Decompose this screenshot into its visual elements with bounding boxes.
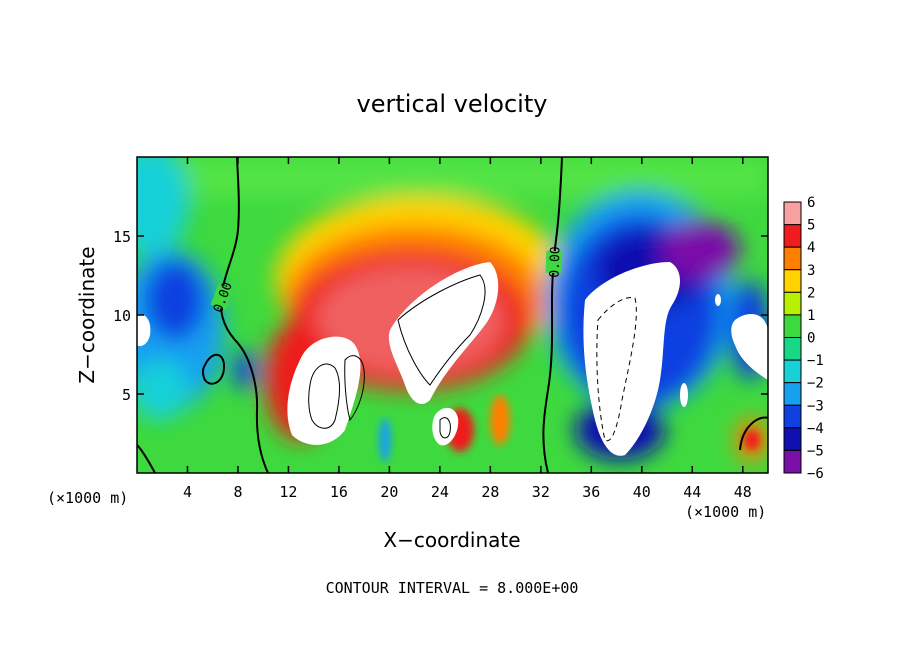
x-tick-label: 48 (734, 483, 752, 501)
x-unit-right: (×1000 m) (685, 503, 766, 521)
x-tick-label: 28 (481, 483, 499, 501)
y-tick-label: 15 (113, 228, 131, 246)
colorbar-band (783, 404, 802, 429)
colorbar-label: −4 (807, 421, 824, 437)
y-tick-label: 10 (113, 307, 131, 325)
heatmap-field: 0.00 0.00 (137, 157, 768, 473)
contour-label-right: 0.00 (547, 246, 563, 278)
colorbar: 6 5 4 3 2 1 0 −1 −2 −3 −4 −5 −6 (783, 195, 824, 482)
x-tick-label: 4 (183, 483, 192, 501)
x-tick-label: 40 (633, 483, 651, 501)
x-axis-ticks: 4 8 12 16 20 24 28 32 36 40 44 48 (183, 157, 752, 501)
x-tick-label: 20 (380, 483, 398, 501)
colorbar-band (783, 359, 802, 384)
colorbar-band (783, 246, 802, 271)
colorbar-label: 4 (807, 240, 815, 256)
y-axis-label: Z−coordinate (75, 246, 99, 383)
y-tick-label: 5 (122, 386, 131, 404)
x-tick-label: 16 (330, 483, 348, 501)
colorbar-label: −1 (807, 353, 824, 369)
colorbar-band (783, 382, 802, 406)
colorbar-label: 6 (807, 195, 815, 211)
x-axis-label: X−coordinate (383, 528, 520, 552)
contour-interval-note: CONTOUR INTERVAL = 8.000E+00 (326, 579, 579, 597)
colorbar-band (783, 269, 802, 293)
colorbar-band (783, 224, 802, 248)
colorbar-band-top (783, 201, 802, 226)
x-tick-label: 44 (683, 483, 701, 501)
colorbar-label: −3 (807, 398, 824, 414)
colorbar-label: 2 (807, 285, 815, 301)
colorbar-band (783, 449, 802, 474)
x-tick-label: 32 (532, 483, 550, 501)
colorbar-band (783, 337, 802, 361)
x-tick-label: 12 (279, 483, 297, 501)
x-tick-label: 36 (582, 483, 600, 501)
colorbar-label: −5 (807, 443, 824, 459)
x-tick-label: 8 (233, 483, 242, 501)
x-unit-left: (×1000 m) (47, 489, 128, 507)
y-axis-ticks: 5 10 15 (113, 228, 768, 404)
colorbar-label: −2 (807, 376, 824, 392)
contour-lines (137, 157, 768, 473)
colorbar-label: 0 (807, 331, 815, 347)
chart-title: vertical velocity (357, 90, 548, 118)
colorbar-label: 1 (807, 308, 815, 324)
x-tick-label: 24 (431, 483, 449, 501)
colorbar-label: 5 (807, 218, 815, 234)
colorbar-band (783, 291, 802, 316)
colorbar-band (783, 314, 802, 338)
colorbar-label: 3 (807, 263, 815, 279)
colorbar-band (783, 427, 802, 451)
colorbar-label: −6 (807, 466, 824, 482)
